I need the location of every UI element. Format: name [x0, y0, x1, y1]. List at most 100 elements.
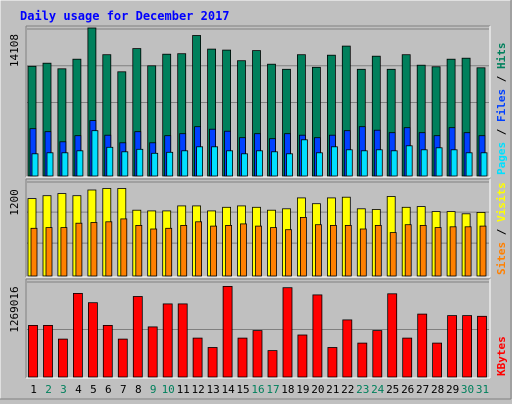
x-tick-label-day-20: 20: [311, 383, 324, 396]
bar-kbytes-day-23: [357, 342, 368, 378]
bar-pages-day-15: [241, 153, 248, 177]
x-tick-label-day-31: 31: [476, 383, 489, 396]
bar-kbytes-day-18: [282, 287, 293, 378]
bar-kbytes-day-6: [102, 324, 113, 378]
legend-entry-files: Files: [495, 89, 508, 122]
bar-sites-day-14: [225, 224, 233, 277]
bar-kbytes-day-4: [73, 292, 83, 378]
bar-kbytes-day-17: [267, 350, 278, 378]
x-tick-label-day-1: 1: [30, 383, 37, 396]
bar-sites-day-1: [30, 227, 38, 277]
bar-pages-day-27: [420, 149, 428, 177]
chart-title: Daily usage for December 2017: [20, 9, 230, 23]
bar-sites-day-5: [90, 222, 98, 277]
bar-kbytes-day-5: [88, 302, 98, 378]
bar-pages-day-30: [465, 152, 473, 177]
bar-pages-day-12: [196, 146, 204, 177]
y-tick-label: 14108: [8, 34, 21, 67]
bar-sites-day-3: [60, 227, 68, 277]
x-tick-label-day-3: 3: [60, 383, 67, 396]
bar-pages-day-19: [300, 139, 308, 177]
bar-kbytes-day-19: [297, 334, 308, 378]
bar-pages-day-7: [121, 151, 129, 177]
bar-sites-day-2: [45, 227, 53, 277]
bar-sites-day-25: [389, 232, 397, 277]
bar-kbytes-day-14: [222, 285, 233, 378]
bar-pages-day-3: [61, 152, 69, 177]
x-tick-label-day-11: 11: [177, 383, 190, 396]
legend-entry-hits: Hits: [495, 43, 508, 70]
x-tick-label-day-12: 12: [191, 383, 204, 396]
bar-kbytes-day-1: [28, 324, 38, 378]
bar-pages-day-14: [226, 150, 234, 177]
y-tick-label: 1200: [8, 189, 21, 216]
bar-sites-day-20: [314, 224, 322, 277]
bar-sites-day-11: [180, 224, 188, 277]
bar-pages-day-23: [360, 150, 368, 177]
bar-pages-day-10: [166, 151, 174, 177]
bar-sites-day-17: [270, 227, 277, 277]
bar-sites-day-30: [464, 226, 472, 277]
bar-kbytes-day-31: [477, 315, 487, 378]
bar-kbytes-day-28: [432, 342, 443, 378]
bar-kbytes-day-20: [312, 294, 323, 378]
x-tick-label-day-17: 17: [266, 383, 279, 396]
x-tick-label-day-15: 15: [236, 383, 249, 396]
bar-kbytes-day-30: [462, 315, 473, 378]
bar-pages-day-20: [315, 152, 323, 177]
bar-kbytes-day-25: [387, 293, 398, 378]
x-tick-label-day-8: 8: [135, 383, 142, 396]
x-tick-label-day-28: 28: [431, 383, 444, 396]
bar-pages-day-25: [390, 150, 398, 177]
x-tick-label-day-7: 7: [120, 383, 127, 396]
panel-hits-files-pages: 14108 Pages / Files / Hits: [8, 25, 508, 178]
bar-kbytes-day-12: [192, 337, 203, 378]
x-tick-label-day-30: 30: [461, 383, 474, 396]
bar-kbytes-day-7: [117, 338, 128, 378]
bar-sites-day-21: [329, 224, 337, 277]
bar-pages-day-9: [151, 152, 159, 177]
bar-pages-day-1: [31, 153, 39, 177]
legend: Pages / Files / Hits: [495, 43, 508, 176]
legend-separator: /: [495, 122, 508, 142]
bar-kbytes-day-3: [58, 338, 68, 378]
x-tick-label-day-21: 21: [326, 383, 339, 396]
legend: KBytes: [495, 336, 508, 376]
x-tick-label-day-6: 6: [105, 383, 112, 396]
panel-visits-sites: 1200 Sites / Visits: [8, 178, 508, 278]
bar-kbytes-day-27: [417, 313, 428, 378]
bar-kbytes-day-24: [372, 330, 383, 378]
bar-sites-day-28: [434, 227, 442, 277]
legend-separator: /: [495, 222, 508, 242]
bar-kbytes-day-16: [252, 330, 263, 378]
bar-pages-day-21: [330, 146, 338, 177]
bar-pages-day-29: [450, 149, 458, 177]
legend: Sites / Visits: [495, 182, 508, 275]
x-tick-label-day-22: 22: [341, 383, 354, 396]
bar-sites-day-27: [419, 224, 427, 277]
x-tick-label-day-19: 19: [296, 383, 309, 396]
x-tick-label-day-9: 9: [150, 383, 157, 396]
bar-sites-day-18: [285, 229, 292, 277]
bar-sites-day-4: [75, 222, 83, 277]
bar-sites-day-22: [344, 224, 352, 277]
bar-kbytes-day-21: [327, 347, 338, 378]
legend-entry-pages: Pages: [495, 142, 508, 175]
bar-pages-day-24: [375, 149, 383, 177]
x-tick-label-day-4: 4: [75, 383, 82, 396]
bar-kbytes-day-8: [132, 296, 143, 378]
bar-sites-day-12: [195, 221, 203, 277]
x-tick-label-day-10: 10: [162, 383, 175, 396]
bar-sites-day-31: [479, 225, 487, 277]
bar-kbytes-day-10: [162, 303, 173, 378]
legend-entry-visits: Visits: [495, 182, 508, 222]
x-tick-label-day-29: 29: [446, 383, 459, 396]
bar-sites-day-6: [105, 221, 113, 277]
x-tick-label-day-2: 2: [45, 383, 52, 396]
bar-pages-day-6: [106, 146, 114, 177]
x-tick-label-day-16: 16: [251, 383, 264, 396]
bar-pages-day-31: [480, 152, 488, 177]
bar-pages-day-4: [76, 150, 84, 177]
x-tick-label-day-25: 25: [386, 383, 399, 396]
bar-kbytes-day-26: [402, 337, 413, 378]
